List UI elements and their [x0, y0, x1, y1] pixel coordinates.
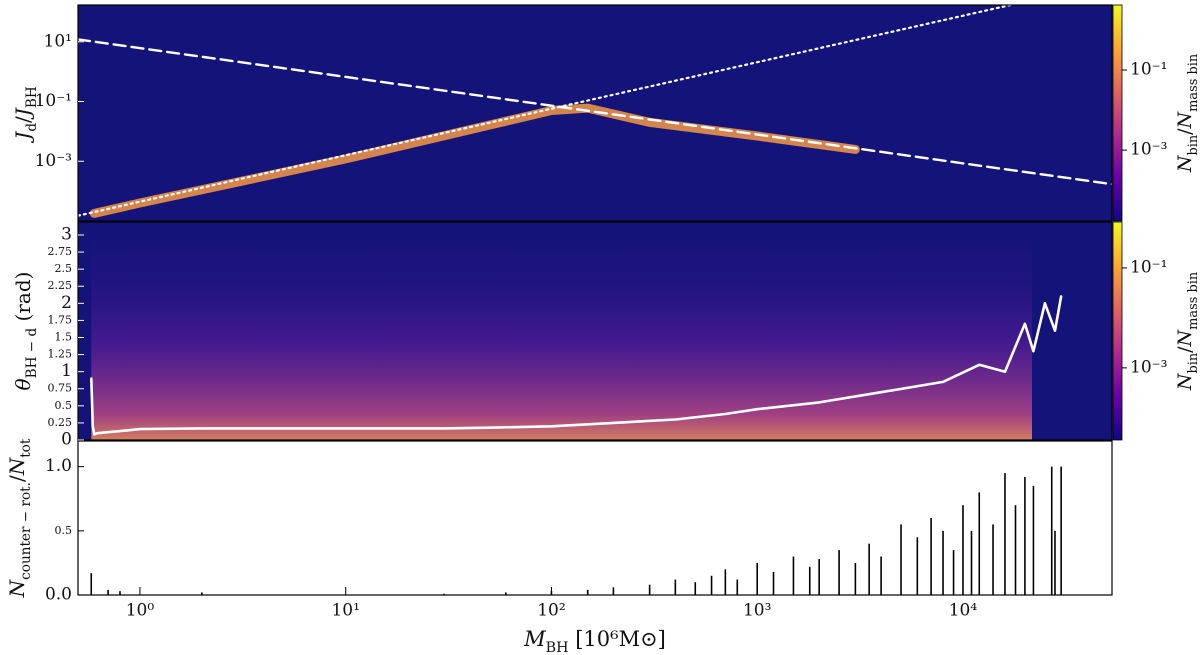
colorbar	[1112, 4, 1123, 222]
y-tick-label: 0	[61, 430, 72, 450]
y-axis-label-part: J	[11, 107, 35, 120]
y-axis-label: Jd/JBH	[11, 86, 40, 144]
y-tick-label: 0.25	[48, 416, 73, 429]
plot-area	[78, 5, 1112, 221]
line-solid	[90, 295, 1063, 436]
colorbar-label: Nbin/Nmass bin	[1174, 54, 1200, 173]
y-tick-label: 2.5	[55, 262, 73, 275]
y-tick-label: 2	[61, 293, 72, 313]
y-tick-label: 1.0	[45, 456, 72, 476]
y-axis-label-part: (rad)	[11, 272, 35, 328]
colorbar-tick-label: 10⁻³	[1130, 140, 1167, 160]
x-tick-label: 10⁰	[126, 601, 155, 621]
colorbar-label-part: bin	[1186, 135, 1200, 156]
density-background	[91, 222, 1032, 440]
plot-background	[78, 441, 1112, 595]
y-tick-label: 1.75	[48, 313, 73, 326]
line-dashed	[78, 38, 1112, 186]
colorbar-tick-label: 10⁻¹	[1130, 60, 1167, 80]
colorbar-label-part: /	[1174, 346, 1196, 353]
x-tick-label: 10¹	[331, 601, 359, 621]
y-tick-label: 2.25	[48, 279, 73, 292]
colorbar-label: Nbin/Nmass bin	[1174, 272, 1200, 391]
x-axis-label: MBH [10⁶M⊙]	[523, 627, 666, 655]
y-axis-label-part: BH	[24, 86, 40, 108]
colorbar-label-part: bin	[1186, 353, 1200, 374]
y-axis-label-part: tot	[18, 438, 34, 458]
colorbar-label-part: N	[1174, 110, 1196, 129]
y-axis-label-part: /	[5, 475, 29, 482]
colorbar-label-part: mass bin	[1186, 272, 1200, 330]
y-axis-label-part: BH − d	[24, 328, 40, 379]
panel-frame	[77, 440, 1113, 596]
y-axis-label: θBH − d (rad)	[11, 272, 40, 391]
y-tick-label: 10⁻³	[35, 151, 72, 171]
colorbar-label-part: /	[1174, 128, 1196, 135]
y-tick-label: 0.5	[55, 399, 73, 412]
x-axis-label-part: M	[523, 627, 546, 651]
y-axis-label-part: counter − rot.	[18, 482, 34, 580]
y-axis-label: Ncounter − rot./Ntot	[5, 438, 34, 598]
colorbar-label-part: N	[1174, 372, 1196, 391]
y-tick-label: 0.0	[45, 585, 72, 605]
y-tick-label: 0.75	[48, 382, 73, 395]
colorbar-label-part: N	[1174, 154, 1196, 173]
panel-frame	[77, 221, 1113, 441]
y-axis-label-part: N	[5, 456, 29, 476]
colorbar	[1112, 221, 1123, 441]
x-axis-label-part: [10⁶M⊙]	[569, 627, 666, 651]
x-tick-label: 10²	[537, 601, 565, 621]
y-tick-label: 0.5	[55, 524, 73, 537]
y-axis-label-part: θ	[11, 378, 35, 390]
y-tick-label: 1.25	[48, 348, 73, 361]
y-axis-label-part: J	[11, 131, 35, 144]
y-axis-label-part: d	[24, 123, 40, 132]
y-axis-label-part: N	[5, 578, 29, 598]
x-axis-label-part: BH	[546, 640, 569, 655]
y-tick-label: 2.75	[48, 245, 73, 258]
y-tick-label: 1	[61, 361, 72, 381]
y-tick-label: 3	[61, 224, 72, 244]
x-tick-label: 10⁴	[949, 601, 978, 621]
panel-frame	[77, 4, 1113, 222]
colorbar-label-part: mass bin	[1186, 54, 1200, 112]
y-tick-label: 10¹	[44, 31, 72, 51]
x-tick-label: 10³	[743, 601, 771, 621]
plot-area	[78, 222, 1112, 440]
colorbar-tick-label: 10⁻³	[1130, 357, 1167, 377]
plot-area	[78, 441, 1112, 595]
y-axis-label-part: /	[11, 116, 35, 123]
y-tick-label: 1.5	[55, 330, 73, 343]
colorbar-label-part: N	[1174, 328, 1196, 347]
colorbar-tick-label: 10⁻¹	[1130, 257, 1167, 277]
y-tick-label: 10⁻¹	[35, 91, 72, 111]
